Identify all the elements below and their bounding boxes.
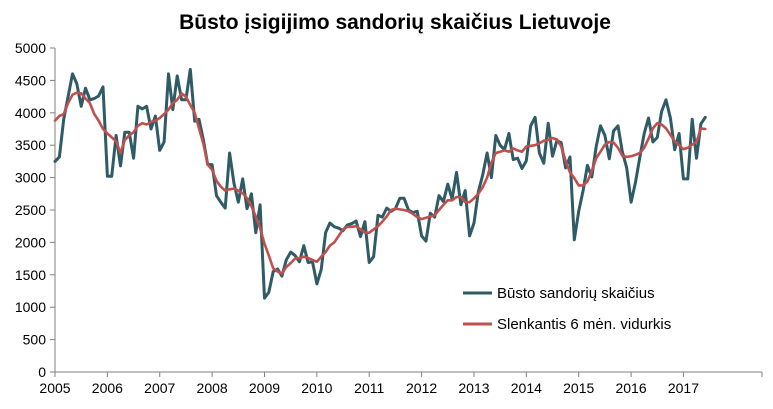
x-tick-label: 2010 <box>301 380 332 396</box>
y-tick-label: 4500 <box>15 72 46 88</box>
y-tick-label: 2000 <box>15 234 46 250</box>
y-tick-label: 2500 <box>15 202 46 218</box>
y-tick-label: 500 <box>23 332 47 348</box>
x-tick-label: 2008 <box>197 380 228 396</box>
monthly-transactions-line <box>53 67 707 300</box>
x-tick-label: 2017 <box>668 380 699 396</box>
y-tick-label: 1000 <box>15 299 46 315</box>
x-tick-label: 2016 <box>615 380 646 396</box>
x-tick-label: 2007 <box>144 380 175 396</box>
moving-average-line <box>53 91 707 275</box>
y-tick-label: 3500 <box>15 137 46 153</box>
x-tick-label: 2011 <box>354 380 384 396</box>
x-tick-label: 2005 <box>39 380 70 396</box>
x-tick-label: 2015 <box>563 380 594 396</box>
y-tick-label: 0 <box>38 364 46 380</box>
x-tick-label: 2012 <box>406 380 437 396</box>
x-tick-label: 2013 <box>458 380 489 396</box>
x-tick-label: 2014 <box>511 380 542 396</box>
y-tick-label: 1500 <box>15 267 46 283</box>
x-tick-label: 2006 <box>92 380 123 396</box>
series-layer <box>53 67 707 300</box>
legend-label: Būsto sandorių skaičius <box>497 285 655 302</box>
legend: Būsto sandorių skaičius Slenkantis 6 mėn.… <box>463 285 671 333</box>
legend-label: Slenkantis 6 mėn. vidurkis <box>497 316 671 333</box>
y-tick-label: 3000 <box>15 170 46 186</box>
chart-title: Būsto įsigijimo sandorių skaičius Lietuv… <box>179 11 611 34</box>
axes: 0 500 1000 1500 2000 2500 3000 3500 4000 4500 5000… <box>15 40 763 396</box>
x-tick-label: 2009 <box>249 380 280 396</box>
y-tick-label: 5000 <box>15 40 46 56</box>
y-tick-label: 4000 <box>15 105 46 121</box>
